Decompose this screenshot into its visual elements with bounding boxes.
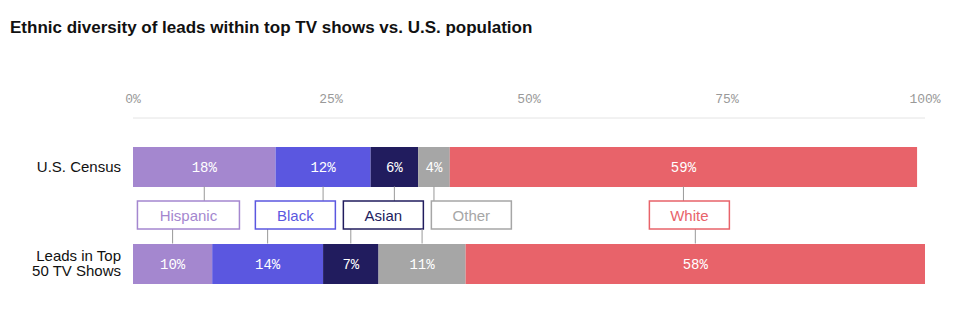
svg-text:14%: 14% (255, 257, 281, 273)
svg-text:6%: 6% (386, 160, 403, 176)
svg-text:11%: 11% (409, 257, 435, 273)
svg-text:50%: 50% (517, 92, 541, 107)
svg-text:0%: 0% (125, 92, 141, 107)
svg-text:Asian: Asian (365, 207, 403, 224)
svg-text:18%: 18% (192, 160, 218, 176)
svg-text:12%: 12% (310, 160, 336, 176)
svg-text:U.S. Census: U.S. Census (37, 158, 121, 175)
svg-text:100%: 100% (909, 92, 940, 107)
svg-text:58%: 58% (683, 257, 709, 273)
svg-text:White: White (670, 207, 708, 224)
svg-text:25%: 25% (319, 92, 343, 107)
svg-text:Other: Other (453, 207, 491, 224)
svg-text:59%: 59% (671, 160, 697, 176)
svg-text:4%: 4% (426, 160, 443, 176)
svg-text:10%: 10% (160, 257, 186, 273)
html-text:Ethnic diversity of leads with: Ethnic diversity of leads within top TV … (10, 18, 533, 37)
svg-text:7%: 7% (342, 257, 359, 273)
svg-text:Hispanic: Hispanic (160, 207, 218, 224)
svg-text:Leads in Top50 TV Shows: Leads in Top50 TV Shows (32, 247, 121, 279)
svg-text:75%: 75% (715, 92, 739, 107)
svg-text:Black: Black (277, 207, 314, 224)
